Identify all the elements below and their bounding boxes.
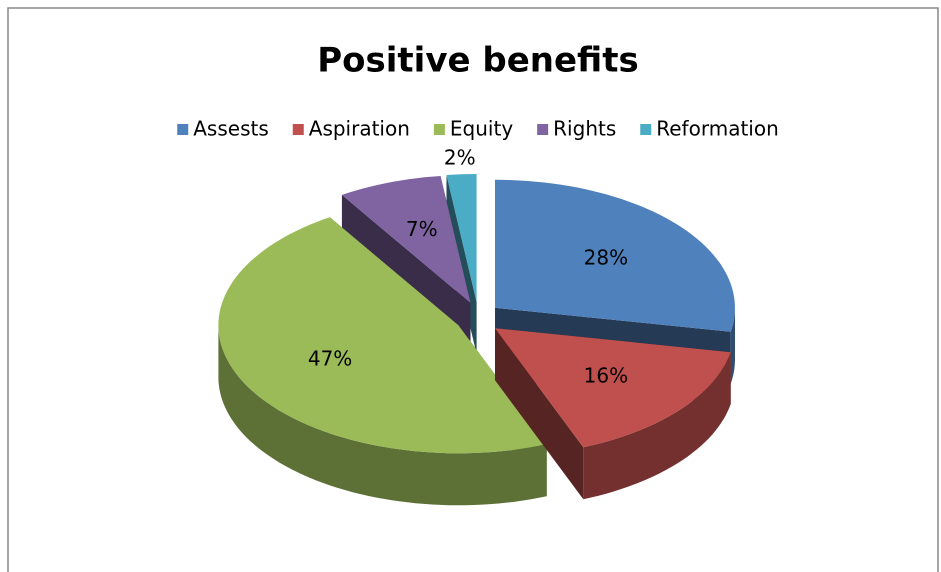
legend-label: Equity — [450, 117, 513, 141]
slice — [446, 174, 477, 302]
slice — [495, 328, 731, 448]
legend-swatch — [292, 124, 304, 135]
legend-label: Reformation — [656, 117, 779, 141]
slice-side — [583, 352, 731, 500]
legend-label: Rights — [553, 117, 616, 141]
data-label: 28% — [584, 245, 628, 269]
chart-title: Positive benefits — [317, 41, 639, 81]
data-label: 7% — [406, 217, 438, 241]
legend-swatch — [640, 124, 652, 135]
legend-swatch — [433, 124, 445, 135]
data-label: 16% — [584, 364, 628, 388]
slice — [341, 176, 471, 303]
slice-side — [730, 307, 735, 384]
data-label: 47% — [308, 347, 352, 371]
slice — [495, 179, 735, 332]
slice-side — [218, 325, 547, 506]
slice — [218, 217, 547, 454]
slice-wall — [495, 328, 584, 500]
legend: Assests Aspiration Equity Rights Reformation — [177, 117, 779, 141]
legend-label: Aspiration — [309, 117, 410, 141]
data-label: 2% — [444, 145, 476, 169]
legend-label: Assests — [193, 117, 269, 141]
legend-swatch — [177, 124, 189, 135]
legend-swatch — [537, 124, 549, 135]
